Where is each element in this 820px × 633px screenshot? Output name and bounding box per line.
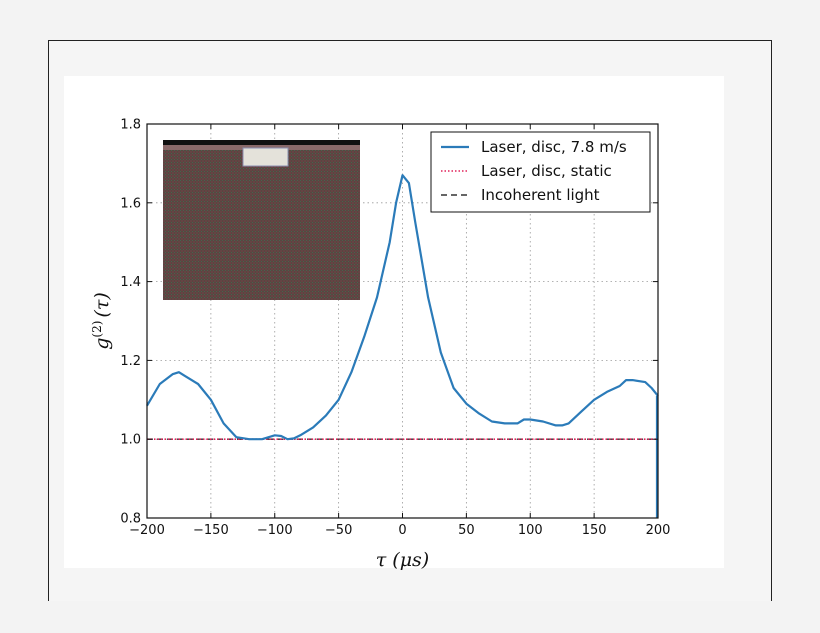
y-axis-label: g(2) (τ) [90, 292, 113, 350]
y-tick-label: 0.8 [120, 512, 141, 527]
legend: Laser, disc, 7.8 m/s Laser, disc, static I… [430, 131, 651, 213]
x-tick-label: −200 [129, 523, 165, 538]
series-group [146, 174, 659, 518]
x-tick-label: 50 [458, 523, 475, 538]
x-tick-label: 100 [518, 523, 543, 538]
x-tick-label: −150 [193, 523, 229, 538]
inset-pattern [163, 150, 360, 300]
y-tick-label: 1.6 [120, 196, 141, 211]
legend-label-1: Laser, disc, static [481, 162, 612, 180]
x-tick-label: 0 [398, 523, 406, 538]
y-tick-label: 1.2 [120, 354, 141, 369]
x-tick-label: 200 [646, 523, 671, 538]
y-axis-label-base: g [91, 338, 113, 350]
x-tick-label: −100 [257, 523, 293, 538]
y-tick-label: 1.4 [120, 275, 141, 290]
y-tick-label: 1.8 [120, 118, 141, 133]
series-line-0 [146, 174, 659, 441]
x-tick-label: 150 [582, 523, 607, 538]
y-tick-label: 1.0 [120, 433, 141, 448]
y-axis-label-sup: (2) [90, 321, 104, 338]
y-axis-label-arg: (τ) [91, 292, 113, 317]
legend-label-0: Laser, disc, 7.8 m/s [481, 138, 627, 156]
legend-box [430, 131, 651, 213]
inset-image [163, 140, 360, 300]
x-tick-label: −50 [325, 523, 352, 538]
x-axis-label: τ (μs) [376, 549, 429, 571]
legend-label-2: Incoherent light [481, 186, 600, 204]
inset-sample [242, 147, 289, 167]
inset-top-bar [163, 140, 360, 145]
axis-ticks: −200 −150 −100 −50 0 50 100 150 200 0.8 1.0 1.2 1.4 1… [120, 118, 670, 539]
